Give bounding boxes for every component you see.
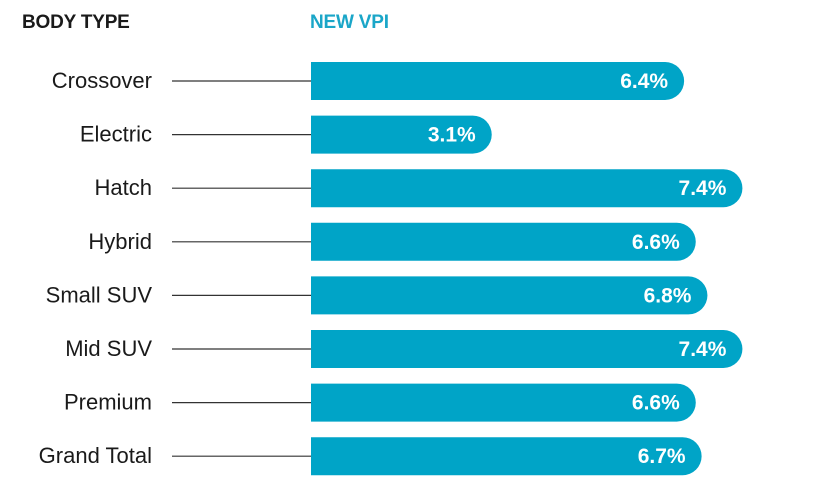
bar-value-label: 6.6% xyxy=(632,392,680,415)
category-label: Crossover xyxy=(52,68,152,93)
category-label: Hybrid xyxy=(88,229,152,254)
bar-value-label: 6.7% xyxy=(638,445,686,468)
bar xyxy=(311,437,702,476)
bar-value-label: 6.6% xyxy=(632,231,680,254)
category-label: Mid SUV xyxy=(65,336,152,361)
category-label: Grand Total xyxy=(39,443,152,468)
category-label: Premium xyxy=(64,390,152,415)
bar-value-label: 6.8% xyxy=(644,284,692,307)
bar xyxy=(311,383,696,422)
category-label: Electric xyxy=(80,122,152,147)
value-header: NEW VPI xyxy=(310,12,389,33)
bar xyxy=(311,62,685,100)
category-label: Hatch xyxy=(95,175,152,200)
bar xyxy=(311,330,743,368)
bar xyxy=(311,169,743,208)
bar-value-label: 7.4% xyxy=(679,338,727,361)
bar xyxy=(311,222,696,261)
bar-value-label: 7.4% xyxy=(679,177,727,200)
category-header: BODY TYPE xyxy=(22,12,130,33)
bar-value-label: 3.1% xyxy=(428,124,476,147)
bar-value-label: 6.4% xyxy=(620,70,668,93)
bar xyxy=(311,115,492,154)
bar xyxy=(311,276,708,315)
category-label: Small SUV xyxy=(46,282,153,307)
